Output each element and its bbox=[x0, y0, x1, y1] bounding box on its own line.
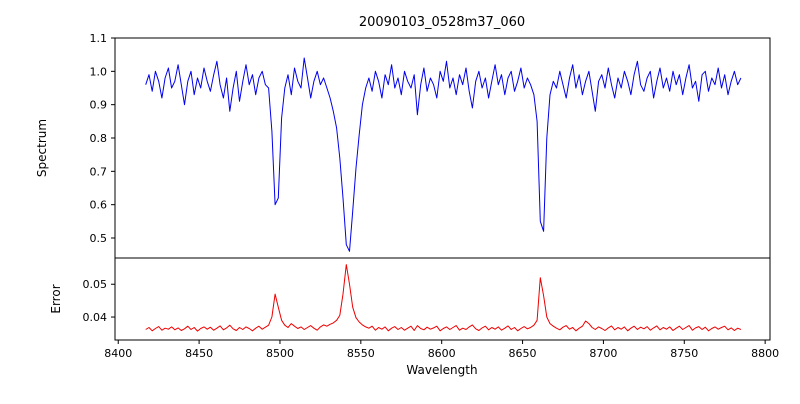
x-tick-label: 8550 bbox=[347, 347, 375, 360]
error-y-axis-label: Error bbox=[49, 284, 63, 313]
spectrum-y-tick-label: 0.9 bbox=[90, 99, 108, 112]
x-tick-label: 8800 bbox=[751, 347, 779, 360]
error-panel-border bbox=[114, 257, 771, 341]
spectrum-y-tick-label: 1.0 bbox=[90, 65, 108, 78]
spectrum-y-tick-label: 0.7 bbox=[90, 165, 108, 178]
error-y-tick-label: 0.04 bbox=[83, 311, 108, 324]
spectrum-y-tick-label: 0.8 bbox=[90, 132, 108, 145]
x-tick-label: 8500 bbox=[266, 347, 294, 360]
spectrum-y-tick-label: 0.5 bbox=[90, 232, 108, 245]
spectrum-panel-border bbox=[114, 37, 771, 259]
plot-area: 1.1 1.0 0.9 0.8 0.7 0.6 0.5 0.05 0.04 8400 8450 850… bbox=[83, 32, 780, 360]
error-line bbox=[145, 264, 742, 332]
spectrum-y-tick-label: 0.6 bbox=[90, 199, 108, 212]
x-tick-label: 8700 bbox=[589, 347, 617, 360]
x-tick-label: 8400 bbox=[104, 347, 132, 360]
x-axis-label: Wavelength bbox=[406, 363, 477, 377]
x-tick-label: 8600 bbox=[428, 347, 456, 360]
spectrum-y-axis-label: Spectrum bbox=[35, 119, 49, 177]
x-tick-label: 8450 bbox=[185, 347, 213, 360]
chart-title: 20090103_0528m37_060 bbox=[359, 15, 525, 30]
x-tick-label: 8750 bbox=[670, 347, 698, 360]
x-tick-label: 8650 bbox=[509, 347, 537, 360]
spectrum-line bbox=[145, 57, 742, 252]
spectrum-y-tick-label: 1.1 bbox=[90, 32, 108, 45]
error-y-tick-label: 0.05 bbox=[83, 278, 108, 291]
